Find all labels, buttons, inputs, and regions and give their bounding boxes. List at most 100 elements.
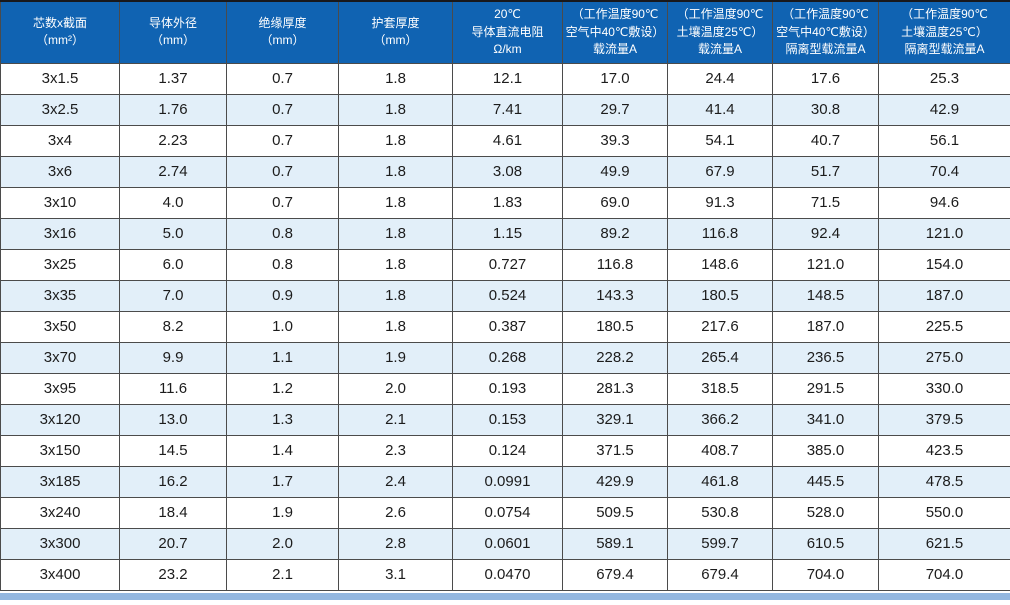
table-cell: 530.8 [667,496,773,529]
table-cell: 0.387 [452,310,563,343]
table-cell: 3x150 [0,434,120,467]
table-cell: 1.0 [226,310,339,343]
table-cell: 3x10 [0,186,120,219]
table-cell: 3x4 [0,124,120,157]
table-cell: 1.76 [119,93,227,126]
table-cell: 7.0 [119,279,227,312]
table-cell: 14.5 [119,434,227,467]
table-cell: 281.3 [562,372,668,405]
table-cell: 3x35 [0,279,120,312]
table-cell: 589.1 [562,527,668,560]
table-cell: 1.8 [338,248,453,281]
table-cell: 54.1 [667,124,773,157]
table-cell: 9.9 [119,341,227,374]
table-row: 3x1.5 1.37 0.7 1.8 12.1 17.0 24.4 17.6 25.3 [0,62,1010,95]
table-cell: 17.0 [562,62,668,95]
table-cell: 51.7 [772,155,879,188]
table-cell: 2.0 [226,527,339,560]
table-cell: 121.0 [878,217,1010,250]
table-cell: 148.6 [667,248,773,281]
table-cell: 704.0 [772,558,879,591]
table-cell: 0.7 [226,93,339,126]
table-cell: 0.524 [452,279,563,312]
table-row: 3x150 14.5 1.4 2.3 0.124 371.5 408.7 385.0 423.5 [0,434,1010,467]
table-cell: 3x240 [0,496,120,529]
table-cell: 121.0 [772,248,879,281]
table-row: 3x400 23.2 2.1 3.1 0.0470 679.4 679.4 704.0 704.… [0,558,1010,591]
table-cell: 599.7 [667,527,773,560]
table-cell: 71.5 [772,186,879,219]
table-cell: 217.6 [667,310,773,343]
table-cell: 56.1 [878,124,1010,157]
table-cell: 228.2 [562,341,668,374]
column-header-7: （工作温度90℃ 空气中40℃敷设） 隔离型载流量A [772,0,879,64]
table-cell: 379.5 [878,403,1010,436]
table-cell: 236.5 [772,341,879,374]
table-cell: 16.2 [119,465,227,498]
table-cell: 24.4 [667,62,773,95]
column-header-5: （工作温度90℃ 空气中40℃敷设） 载流量A [562,0,668,64]
table-cell: 0.7 [226,124,339,157]
table-cell: 3.1 [338,558,453,591]
table-cell: 41.4 [667,93,773,126]
table-cell: 94.6 [878,186,1010,219]
column-header-2: 绝缘厚度 （mm） [226,0,339,64]
table-cell: 704.0 [878,558,1010,591]
table-cell: 2.6 [338,496,453,529]
table-cell: 1.8 [338,124,453,157]
table-cell: 8.2 [119,310,227,343]
table-cell: 1.2 [226,372,339,405]
table-row: 3x95 11.6 1.2 2.0 0.193 281.3 318.5 291.5 330.0 [0,372,1010,405]
table-cell: 70.4 [878,155,1010,188]
table-cell: 341.0 [772,403,879,436]
table-row: 3x300 20.7 2.0 2.8 0.0601 589.1 599.7 610.5 621.… [0,527,1010,560]
table-cell: 1.3 [226,403,339,436]
table-cell: 550.0 [878,496,1010,529]
table-cell: 1.8 [338,62,453,95]
table-cell: 0.0470 [452,558,563,591]
table-cell: 4.61 [452,124,563,157]
table-cell: 528.0 [772,496,879,529]
table-row: 3x4 2.23 0.7 1.8 4.61 39.3 54.1 40.7 56.1 [0,124,1010,157]
table-cell: 1.83 [452,186,563,219]
table-cell: 3x1.5 [0,62,120,95]
table-cell: 0.7 [226,186,339,219]
table-cell: 291.5 [772,372,879,405]
table-cell: 445.5 [772,465,879,498]
table-cell: 3x70 [0,341,120,374]
table-cell: 148.5 [772,279,879,312]
column-header-3: 护套厚度 （mm） [338,0,453,64]
table-cell: 225.5 [878,310,1010,343]
table-cell: 679.4 [667,558,773,591]
table-cell: 143.3 [562,279,668,312]
table-cell: 180.5 [562,310,668,343]
table-cell: 0.153 [452,403,563,436]
table-cell: 408.7 [667,434,773,467]
table-cell: 2.1 [338,403,453,436]
table-cell: 366.2 [667,403,773,436]
table-cell: 0.268 [452,341,563,374]
table-row: 3x70 9.9 1.1 1.9 0.268 228.2 265.4 236.5 275.0 [0,341,1010,374]
column-header-0: 芯数x截面 （mm²） [0,0,120,64]
cable-spec-table: 芯数x截面 （mm²） 导体外径 （mm） 绝缘厚度 （mm） 护套厚度 （mm） 20… [0,0,1010,591]
table-cell: 116.8 [562,248,668,281]
table-cell: 1.8 [338,217,453,250]
table-cell: 461.8 [667,465,773,498]
table-cell: 1.8 [338,93,453,126]
table-cell: 679.4 [562,558,668,591]
table-cell: 0.7 [226,62,339,95]
table-cell: 3x400 [0,558,120,591]
table-cell: 12.1 [452,62,563,95]
table-cell: 2.4 [338,465,453,498]
table-row: 3x6 2.74 0.7 1.8 3.08 49.9 67.9 51.7 70.4 [0,155,1010,188]
column-header-1: 导体外径 （mm） [119,0,227,64]
table-cell: 0.7 [226,155,339,188]
table-row: 3x16 5.0 0.8 1.8 1.15 89.2 116.8 92.4 121.0 [0,217,1010,250]
table-row: 3x120 13.0 1.3 2.1 0.153 329.1 366.2 341.0 379.5 [0,403,1010,436]
table-cell: 385.0 [772,434,879,467]
table-cell: 92.4 [772,217,879,250]
table-cell: 5.0 [119,217,227,250]
table-cell: 371.5 [562,434,668,467]
table-cell: 2.23 [119,124,227,157]
